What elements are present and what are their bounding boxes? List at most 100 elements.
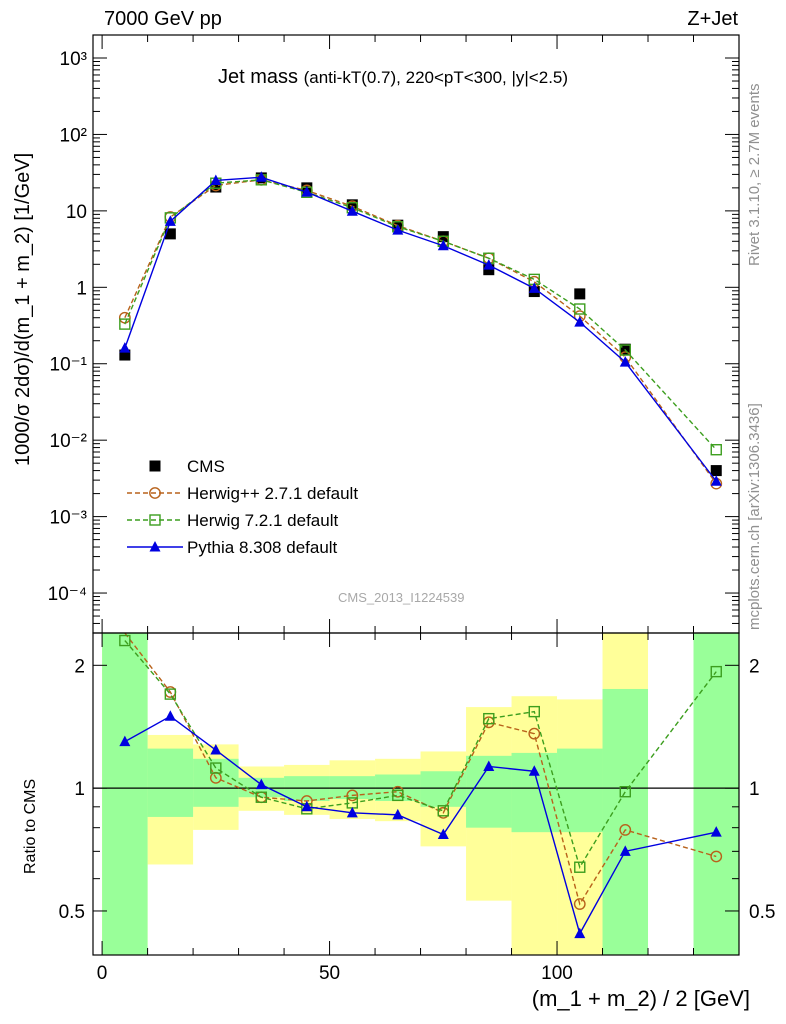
main-point-pythia-8-308-default-2 xyxy=(210,174,222,185)
main-point-herwig-7-2-1-default-12 xyxy=(710,444,722,456)
legend-label-cms: CMS xyxy=(187,457,225,476)
main-point-cms-8 xyxy=(483,264,495,276)
ratio-point-herwig-7-2-1-default-3 xyxy=(255,791,268,803)
main-line-herwig-7-2-1-default xyxy=(124,179,717,451)
ratio-point-herwig-7-2-1-default-8 xyxy=(483,712,495,725)
main-point-pythia-8-308-default-5 xyxy=(346,205,358,216)
legend-marker-herwig-7-2-1-default xyxy=(149,514,161,526)
ratio-point-herwig-2-7-1-default-11 xyxy=(619,824,632,836)
ratio-point-herwig-7-2-1-default-12 xyxy=(710,665,722,678)
main-y-tick-label-0: 10⁻⁴ xyxy=(48,584,87,605)
x-tick-label-100: 100 xyxy=(541,963,573,984)
main-y-tick-label-1: 10⁻³ xyxy=(50,508,88,529)
plot-title-main: Jet mass xyxy=(218,66,299,88)
main-point-cms-1 xyxy=(164,228,176,240)
main-point-pythia-8-308-default-3 xyxy=(255,171,267,182)
main-point-cms-0 xyxy=(119,349,131,361)
ratio-point-pythia-8-308-default-6 xyxy=(392,808,404,820)
ratio-point-pythia-8-308-default-8 xyxy=(483,760,495,771)
band-inner-10 xyxy=(557,748,603,833)
rivet-version-label: Rivet 3.1.10, ≥ 2.7M events xyxy=(746,83,763,267)
main-series-cms xyxy=(119,172,722,477)
main-series-pythia-8-308-default xyxy=(119,171,722,486)
legend-entry-cms: CMS xyxy=(149,457,225,476)
plot-title-details: (anti-kT(0.7), 220<pT<300, |y|<2.5) xyxy=(303,68,569,87)
main-point-pythia-8-308-default-12 xyxy=(710,475,722,486)
main-y-tick-label-6: 10² xyxy=(60,125,87,146)
main-point-pythia-8-308-default-9 xyxy=(528,282,540,293)
plot-frames xyxy=(92,34,740,956)
legend-label-herwig-7-2-1-default: Herwig 7.2.1 default xyxy=(187,511,338,530)
legend-marker-herwig-2-7-1-default xyxy=(149,487,161,499)
ratio-y-tick-label-right-0: 0.5 xyxy=(749,902,775,923)
axis-ticks: 10⁻⁴ 10⁻³ 10⁻² 10⁻¹ 1 10 10² 10³ 0 50 100 0.5 0.5 1 1 2… xyxy=(48,34,775,984)
legend-label-pythia-8-308-default: Pythia 8.308 default xyxy=(187,538,338,557)
ratio-point-herwig-7-2-1-default-7 xyxy=(437,805,449,817)
main-y-axis-label: 1000/σ 2dσ)/d(m_1 + m_2) [1/GeV] xyxy=(12,152,34,466)
ratio-y-axis-label: Ratio to CMS xyxy=(22,778,39,874)
x-tick-label-50: 50 xyxy=(319,963,340,984)
ratio-point-herwig-7-2-1-default-9 xyxy=(528,705,540,718)
ratio-point-pythia-8-308-default-10 xyxy=(574,927,586,939)
main-point-pythia-8-308-default-1 xyxy=(164,215,176,226)
ratio-point-pythia-8-308-default-11 xyxy=(619,845,631,856)
ratio-y-tick-label-0: 0.5 xyxy=(59,902,85,923)
ratio-line-herwig-7-2-1-default xyxy=(124,640,717,869)
ratio-point-herwig-7-2-1-default-6 xyxy=(392,789,404,802)
ratio-point-herwig-2-7-1-default-10 xyxy=(573,898,586,910)
band-inner-11 xyxy=(602,688,649,955)
main-point-herwig-7-2-1-default-11 xyxy=(619,344,631,356)
main-point-cms-12 xyxy=(710,465,722,477)
ratio-point-herwig-7-2-1-default-11 xyxy=(619,786,631,798)
main-y-tick-label-4: 1 xyxy=(76,278,87,299)
ratio-line-herwig-2-7-1-default xyxy=(124,632,717,906)
legend-entry-herwig-2-7-1-default: Herwig++ 2.7.1 default xyxy=(127,484,358,503)
ratio-point-herwig-7-2-1-default-2 xyxy=(210,762,222,774)
ratio-point-pythia-8-308-default-4 xyxy=(301,800,313,812)
legend-marker-pythia-8-308-default xyxy=(149,541,161,552)
legend-entry-pythia-8-308-default: Pythia 8.308 default xyxy=(127,538,338,557)
main-series-herwig-2-7-1-default xyxy=(118,173,723,490)
ratio-point-herwig-7-2-1-default-1 xyxy=(164,688,177,700)
main-point-pythia-8-308-default-0 xyxy=(119,342,131,353)
main-line-pythia-8-308-default xyxy=(124,176,717,482)
main-y-tick-label-5: 10 xyxy=(66,202,87,223)
ratio-y-tick-label-1: 1 xyxy=(74,779,85,800)
band-inner-0 xyxy=(102,633,148,955)
plot-title: Jet mass (anti-kT(0.7), 220<pT<300, |y|<… xyxy=(218,66,568,89)
ratio-point-pythia-8-308-default-5 xyxy=(346,806,358,818)
ratio-series-pythia-8-308-default xyxy=(119,710,722,939)
ratio-point-pythia-8-308-default-9 xyxy=(528,765,540,776)
ratio-point-pythia-8-308-default-0 xyxy=(119,735,131,747)
ratio-point-herwig-2-7-1-default-12 xyxy=(710,850,723,863)
main-point-cms-10 xyxy=(574,288,586,300)
legend: CMS Herwig++ 2.7.1 default Herwig 7.2.1 de… xyxy=(127,457,358,557)
ratio-point-pythia-8-308-default-2 xyxy=(210,744,222,755)
ratio-y-tick-label-right-2: 2 xyxy=(749,656,760,677)
band-inner-1 xyxy=(147,748,194,817)
ratio-point-pythia-8-308-default-1 xyxy=(164,710,176,721)
main-point-pythia-8-308-default-7 xyxy=(437,239,449,251)
legend-entry-herwig-7-2-1-default: Herwig 7.2.1 default xyxy=(127,511,338,530)
ratio-point-herwig-7-2-1-default-10 xyxy=(574,861,586,873)
ratio-uncertainty-bands xyxy=(102,633,739,955)
main-point-herwig-7-2-1-default-0 xyxy=(119,318,131,330)
legend-label-herwig-2-7-1-default: Herwig++ 2.7.1 default xyxy=(187,484,358,503)
mcplots-label: mcplots.cern.ch [arXiv:1306.3436] xyxy=(746,403,763,630)
analysis-watermark: CMS_2013_I1224539 xyxy=(338,590,465,605)
ratio-point-herwig-2-7-1-default-5 xyxy=(346,789,359,802)
legend-marker-cms xyxy=(149,460,161,472)
band-inner-13 xyxy=(693,633,739,955)
main-point-pythia-8-308-default-10 xyxy=(574,316,586,327)
ratio-point-herwig-2-7-1-default-9 xyxy=(528,727,541,740)
main-line-herwig-2-7-1-default xyxy=(124,179,717,485)
ratio-point-pythia-8-308-default-12 xyxy=(710,826,722,837)
ratio-point-herwig-7-2-1-default-0 xyxy=(119,634,131,647)
energy-label: 7000 GeV pp xyxy=(104,8,222,30)
main-y-tick-label-7: 10³ xyxy=(60,49,87,70)
main-point-pythia-8-308-default-4 xyxy=(301,186,313,197)
x-tick-label-0: 0 xyxy=(97,963,108,984)
main-point-cms-2 xyxy=(210,181,222,193)
main-point-pythia-8-308-default-8 xyxy=(483,259,495,270)
